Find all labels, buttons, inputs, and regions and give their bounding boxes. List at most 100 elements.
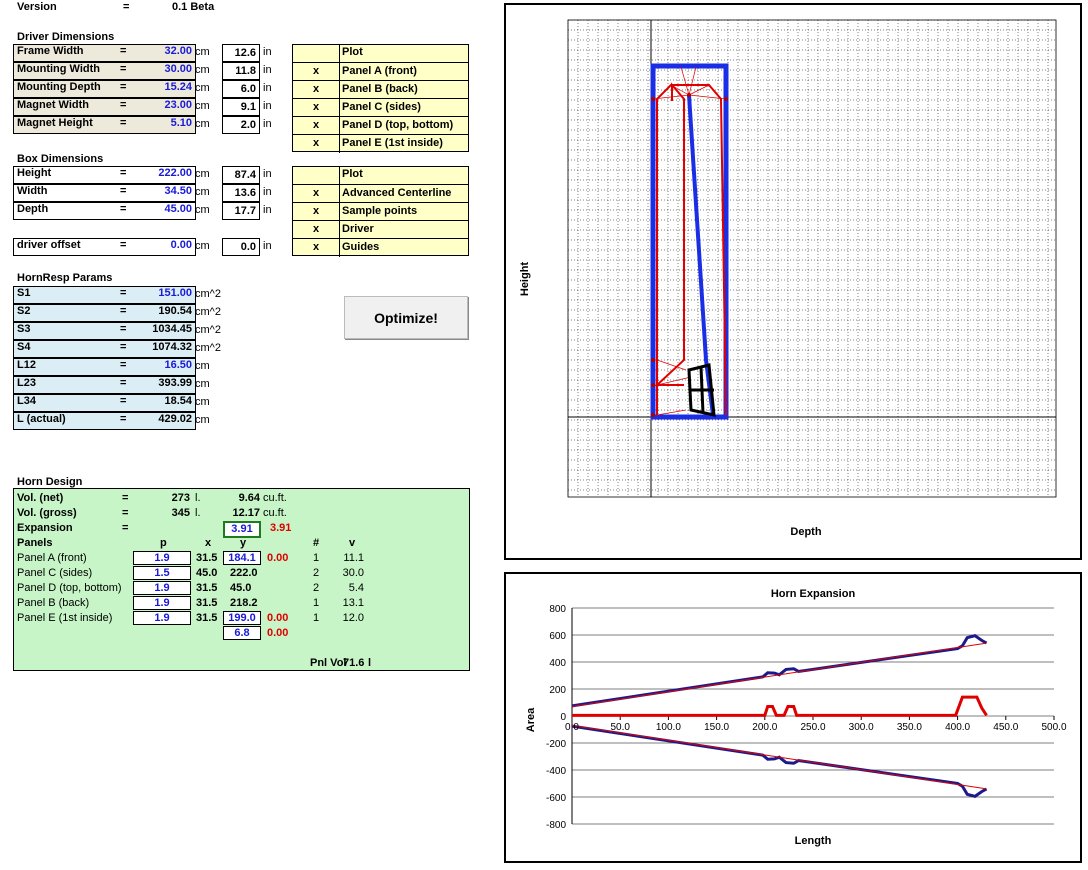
- plot-option-label: Panel B (back): [339, 81, 470, 99]
- hornresp-label: L34: [17, 395, 36, 407]
- vol-net-liters: 273: [171, 492, 190, 504]
- plot-option[interactable]: x Driver: [293, 220, 468, 239]
- hornresp-label: L (actual): [17, 413, 66, 425]
- panel-e-outline: [654, 82, 685, 386]
- vol-gross-label: Vol. (gross): [17, 507, 77, 519]
- panel-y-input[interactable]: 184.1: [223, 551, 261, 565]
- y-tick-label: -400: [546, 766, 566, 777]
- expansion-input[interactable]: 3.91: [223, 521, 261, 538]
- plot-option[interactable]: x Panel C (sides): [293, 98, 468, 117]
- plot-checkbox-mark[interactable]: x: [312, 101, 320, 113]
- plot-checkbox-mark[interactable]: x: [312, 205, 320, 217]
- driver-value[interactable]: 30.00: [164, 63, 192, 75]
- box-value[interactable]: 222.00: [158, 167, 192, 179]
- panel-p-input[interactable]: 1.9: [133, 611, 191, 625]
- offset-eq: =: [120, 239, 127, 251]
- panel-y-delta: 0.00: [267, 552, 289, 564]
- panel-name: Panel E (1st inside): [17, 612, 113, 624]
- plot-checkbox-mark[interactable]: x: [312, 83, 320, 95]
- panel-x: 31.5: [196, 612, 218, 624]
- panel-p-input[interactable]: 1.9: [133, 596, 191, 610]
- hornresp-row: L23 = 393.99: [13, 376, 196, 394]
- hornresp-label: S2: [17, 305, 31, 317]
- panel-volume: 5.4: [348, 582, 364, 594]
- offset-in-unit: in: [263, 240, 272, 252]
- driver-value[interactable]: 5.10: [170, 117, 192, 129]
- plot-option[interactable]: x Advanced Centerline: [293, 184, 468, 203]
- hornresp-row: S3 = 1034.45: [13, 322, 196, 340]
- hornresp-eq: =: [120, 305, 127, 317]
- box-in-unit: in: [263, 204, 272, 216]
- plot-option[interactable]: x Panel E (1st inside): [293, 134, 468, 153]
- version-label: Version: [17, 1, 57, 13]
- vol-gross-liters: 345: [171, 507, 190, 519]
- driver-unit: cm: [195, 118, 210, 130]
- layout-chart: Depth Height: [519, 19, 1057, 538]
- x-tick-label: 300.0: [849, 722, 874, 733]
- plot-checkbox-mark[interactable]: x: [312, 65, 320, 77]
- plot-option[interactable]: x Panel A (front): [293, 62, 468, 81]
- box-inches: 13.6: [222, 184, 260, 202]
- plot-checkbox-mark[interactable]: x: [312, 119, 320, 131]
- box-value[interactable]: 45.00: [164, 203, 192, 215]
- extra-y-input[interactable]: 6.8: [223, 626, 261, 640]
- plot-option[interactable]: x Guides: [293, 238, 470, 257]
- offset-label: driver offset: [17, 239, 81, 251]
- plot-checkbox-mark[interactable]: x: [312, 241, 320, 253]
- box-row: Depth = 45.00: [13, 202, 196, 220]
- x-tick-label: 500.0: [1041, 722, 1066, 733]
- plot-option[interactable]: x Sample points: [293, 202, 470, 221]
- hornresp-value: 429.02: [158, 413, 192, 425]
- hornresp-row: L (actual) = 429.02: [13, 412, 196, 430]
- driver-inches: 11.8: [222, 62, 260, 80]
- plot-checkbox-mark[interactable]: x: [312, 187, 320, 199]
- driver-row: Frame Width = 32.00: [13, 44, 196, 62]
- layout-xlabel: Depth: [790, 526, 821, 538]
- y-tick-label: 200: [549, 685, 566, 696]
- hornresp-unit: cm^2: [195, 342, 221, 354]
- driver-label: Mounting Width: [17, 63, 100, 75]
- driver-value[interactable]: 15.24: [164, 81, 192, 93]
- panel-p-input[interactable]: 1.5: [133, 566, 191, 580]
- driver-row: Mounting Width = 30.00: [13, 62, 196, 80]
- plot-checkbox-mark[interactable]: x: [312, 137, 320, 149]
- chart-ylabel: Area: [525, 707, 537, 732]
- plot-option[interactable]: x Panel D (top, bottom): [293, 116, 468, 135]
- plot-header-row: Plot: [293, 44, 468, 62]
- panel-p-input[interactable]: 1.9: [133, 581, 191, 595]
- hornresp-unit: cm^2: [195, 306, 221, 318]
- driver-in-unit: in: [263, 100, 272, 112]
- plot-checkbox-mark[interactable]: x: [312, 223, 320, 235]
- hornresp-value[interactable]: 16.50: [164, 359, 192, 371]
- panel-volume: 13.1: [342, 597, 364, 609]
- box-value[interactable]: 34.50: [164, 185, 192, 197]
- panel-count: 2: [313, 582, 320, 594]
- plot-option-label: Sample points: [339, 203, 470, 221]
- layout-chart-panel[interactable]: Depth Height: [504, 3, 1082, 560]
- x-tick-label: 350.0: [897, 722, 922, 733]
- vol-gross-cuft-unit: cu.ft.: [263, 507, 287, 519]
- optimize-button[interactable]: Optimize!: [344, 296, 468, 339]
- panel-x: 31.5: [196, 552, 218, 564]
- vol-net-eq: =: [122, 492, 129, 504]
- box-eq: =: [120, 203, 127, 215]
- panel-y-input[interactable]: 199.0: [223, 611, 261, 625]
- driver-value[interactable]: 32.00: [164, 45, 192, 57]
- driver-eq: =: [120, 63, 127, 75]
- offset-value[interactable]: 0.00: [170, 239, 192, 251]
- plot-header-row: Plot: [293, 166, 468, 184]
- hornresp-value: 190.54: [158, 305, 192, 317]
- driver-value[interactable]: 23.00: [164, 99, 192, 111]
- panel-p-input[interactable]: 1.9: [133, 551, 191, 565]
- panel-volume: 11.1: [343, 552, 364, 564]
- horn-expansion-panel[interactable]: 800 600 400 200 0 -200 -400 -600 -800 0.0 50.0 100.…: [504, 572, 1082, 863]
- panel-count: 1: [313, 597, 320, 609]
- box-in-unit: in: [263, 168, 272, 180]
- offset-row: driver offset = 0.00: [13, 238, 196, 256]
- plot-option[interactable]: x Panel B (back): [293, 80, 470, 99]
- hornresp-value[interactable]: 151.00: [158, 287, 192, 299]
- plot-option-label: Guides: [339, 239, 470, 257]
- y-tick-label: -600: [546, 793, 566, 804]
- y-tick-label: 400: [549, 658, 566, 669]
- driver-row: Mounting Depth = 15.24: [13, 80, 196, 98]
